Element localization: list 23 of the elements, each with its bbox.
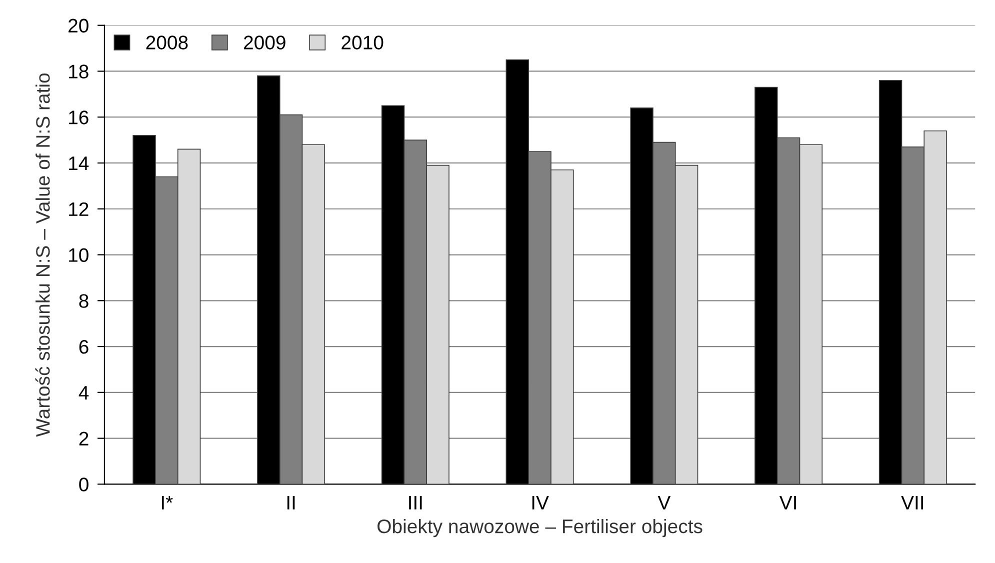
legend-label: 2008 [146,36,188,50]
x-tick-label: IV [532,496,549,510]
y-tick-label: 14 [69,156,89,170]
x-tick-label: I* [162,496,173,510]
y-tick-label: 20 [68,18,88,33]
x-tick-label: V [658,496,671,510]
y-tick-label: 8 [79,294,88,308]
y-tick-label: 4 [78,386,89,400]
y-tick-label: 18 [69,64,88,78]
y-tick-label: 0 [79,478,88,492]
y-tick-label: 2 [79,432,88,446]
x-tick-label: VI [779,496,796,510]
legend-label: 2010 [342,36,384,50]
y-tick-label: 16 [69,110,88,124]
x-tick-label: II [287,496,295,510]
x-tick-label: III [409,496,422,510]
x-tick-label: VII [901,496,924,510]
y-tick-label: 12 [69,202,88,216]
x-axis-title: Obiekty nawozowe – Fertiliser objects [378,518,702,538]
y-tick-label: 6 [79,340,88,354]
legend-label: 2009 [244,36,286,50]
y-axis-title: Wartość stosunku N:S – Value of N:S ratio [35,73,50,437]
y-tick-label: 10 [69,248,88,262]
